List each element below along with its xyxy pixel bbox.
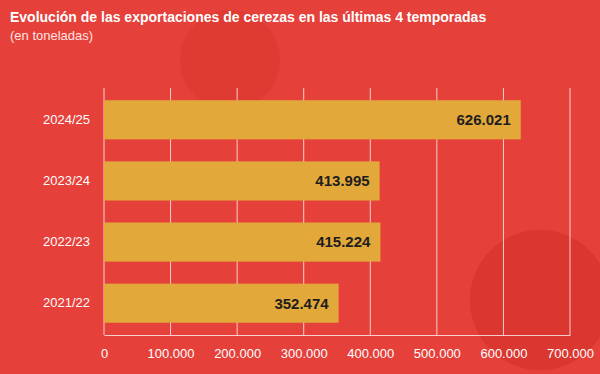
data-label: 413.995 xyxy=(315,172,369,189)
x-axis-line xyxy=(105,335,571,336)
y-tick-label: 2022/23 xyxy=(43,234,90,249)
bar xyxy=(104,161,380,200)
y-axis: 2024/25 2023/24 2022/23 2021/22 xyxy=(43,89,105,336)
x-tick-label: 0 xyxy=(101,346,108,361)
x-tick-label: 100.000 xyxy=(148,346,195,361)
x-tick-label: 500.000 xyxy=(414,346,461,361)
y-tick-label: 2021/22 xyxy=(43,295,90,310)
x-tick: 500.000 xyxy=(414,335,461,361)
grid-line xyxy=(570,88,571,335)
bar xyxy=(104,223,380,262)
x-tick: 600.000 xyxy=(480,335,527,361)
y-tick: 2024/25 xyxy=(43,112,104,127)
x-axis: 0 100.000 200.000 300.000 400.000 500.000 600.… xyxy=(101,335,594,361)
bar xyxy=(104,100,521,139)
y-tick: 2021/22 xyxy=(43,295,104,310)
y-tick-label: 2023/24 xyxy=(43,173,90,188)
x-tick: 400.000 xyxy=(347,335,394,361)
title: Evolución de las exportaciones de cereza… xyxy=(10,9,486,25)
grid xyxy=(104,88,570,335)
x-tick-label: 600.000 xyxy=(480,346,527,361)
data-label: 415.224 xyxy=(316,233,371,250)
y-tick: 2022/23 xyxy=(43,234,104,249)
x-tick: 0 xyxy=(101,335,108,361)
data-label: 626.021 xyxy=(457,111,511,128)
x-tick: 100.000 xyxy=(148,335,195,361)
subtitle: (en toneladas) xyxy=(10,28,93,43)
x-tick-label: 200.000 xyxy=(214,346,261,361)
y-tick: 2023/24 xyxy=(43,173,104,188)
bar xyxy=(104,284,339,323)
x-tick: 200.000 xyxy=(214,335,261,361)
x-tick-label: 700.000 xyxy=(547,346,594,361)
chart: Evolución de las exportaciones de cereza… xyxy=(0,0,600,374)
bars xyxy=(104,100,521,323)
decoration-shape xyxy=(180,10,280,110)
y-tick-label: 2024/25 xyxy=(43,112,90,127)
data-labels: 626.021 413.995 415.224 352.474 xyxy=(274,111,510,311)
data-label: 352.474 xyxy=(274,295,329,312)
y-axis-line xyxy=(104,89,105,336)
x-tick: 700.000 xyxy=(547,335,594,361)
decoration-shape xyxy=(470,230,600,370)
x-tick: 300.000 xyxy=(281,335,328,361)
x-tick-label: 300.000 xyxy=(281,346,328,361)
x-tick-label: 400.000 xyxy=(347,346,394,361)
